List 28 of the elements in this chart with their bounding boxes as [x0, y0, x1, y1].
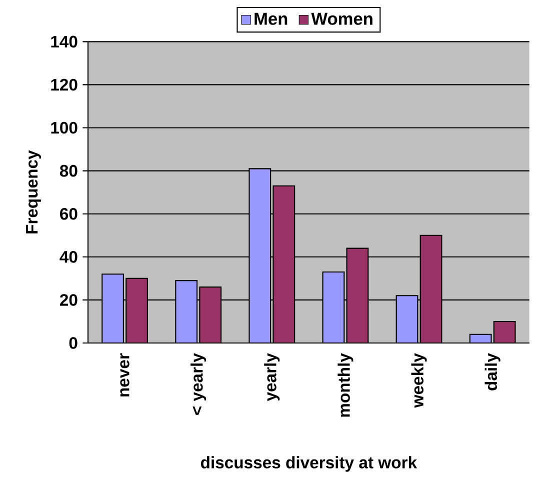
y-axis-title: Frequency	[26, 150, 41, 234]
x-tick-label: weekly	[411, 353, 427, 408]
bar	[396, 295, 418, 343]
y-tick-label: 40	[60, 251, 78, 263]
y-tick-label: 120	[51, 78, 78, 91]
x-tick-label: yearly	[264, 353, 280, 402]
y-tick-label: 60	[60, 208, 78, 220]
bar	[199, 286, 222, 343]
legend-label: Women	[311, 12, 372, 25]
x-axis-title: discusses diversity at work	[200, 456, 418, 472]
y-tick-label: 80	[60, 164, 78, 177]
y-tick-label: 0	[69, 337, 78, 349]
bar	[248, 168, 272, 343]
bar	[346, 248, 369, 343]
bar	[126, 278, 148, 343]
y-tick-label: 20	[60, 294, 78, 306]
bar	[420, 234, 442, 343]
x-tick-label: monthly	[338, 353, 354, 417]
bar	[102, 274, 124, 343]
x-tick-label: < yearly	[190, 353, 206, 415]
bar	[272, 185, 296, 343]
x-tick-label: daily	[484, 353, 500, 390]
legend-label: Men	[254, 12, 288, 25]
y-tick-label: 140	[51, 36, 78, 48]
bar	[175, 280, 198, 343]
y-tick-label: 100	[51, 122, 78, 134]
x-tick-label: never	[120, 353, 130, 396]
bar	[322, 271, 345, 343]
